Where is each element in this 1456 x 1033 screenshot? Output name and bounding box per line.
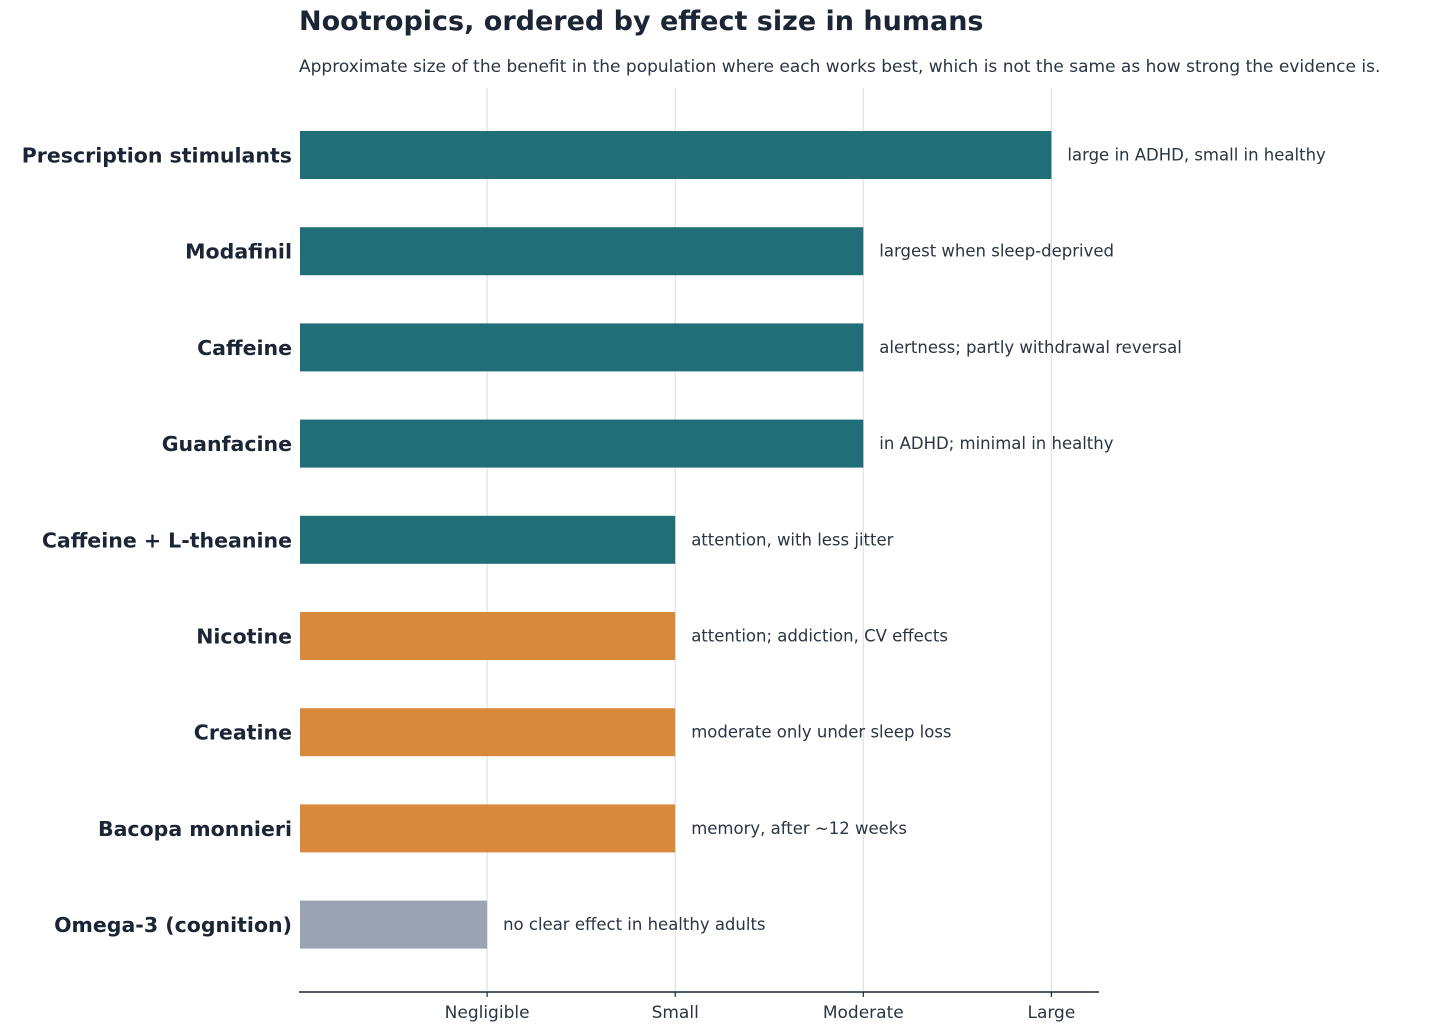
bar — [300, 708, 676, 757]
bars: Prescription stimulants large in ADHD, sm… — [22, 131, 1326, 949]
bar — [300, 900, 488, 949]
bar — [300, 515, 676, 564]
category-label: Modafinil — [185, 240, 292, 264]
category-label: Nicotine — [196, 625, 292, 649]
category-label: Caffeine + L-theanine — [42, 528, 292, 552]
category-label: Prescription stimulants — [22, 144, 292, 168]
bar-annotation: large in ADHD, small in healthy — [1067, 146, 1326, 165]
bar-annotation: no clear effect in healthy adults — [503, 915, 765, 934]
bar-annotation: attention; addiction, CV effects — [691, 627, 948, 646]
category-label: Omega-3 (cognition) — [54, 913, 292, 937]
bar — [300, 612, 676, 660]
bar-annotation: largest when sleep-deprived — [879, 242, 1114, 261]
chart-title: Nootropics, ordered by effect size in hu… — [299, 6, 984, 37]
bar — [300, 227, 864, 276]
bar-annotation: memory, after ~12 weeks — [691, 819, 907, 838]
bar — [300, 419, 864, 468]
bar — [300, 131, 1052, 179]
category-label: Creatine — [194, 721, 292, 745]
category-label: Guanfacine — [162, 432, 292, 456]
bar-annotation: in ADHD; minimal in healthy — [879, 434, 1113, 453]
bar-annotation: attention, with less jitter — [691, 530, 893, 549]
x-tick-label: Negligible — [445, 1003, 530, 1023]
x-tick-label: Large — [1027, 1003, 1075, 1023]
bar-annotation: moderate only under sleep loss — [691, 723, 951, 742]
category-label: Caffeine — [197, 336, 292, 360]
category-label: Bacopa monnieri — [98, 817, 292, 841]
chart-subtitle: Approximate size of the benefit in the p… — [299, 57, 1381, 77]
bar-annotation: alertness; partly withdrawal reversal — [879, 338, 1182, 357]
x-tick-label: Moderate — [823, 1003, 904, 1023]
x-tick-label: Small — [652, 1003, 699, 1023]
x-axis: Negligible Small Moderate Large — [299, 991, 1099, 1023]
bar — [300, 323, 864, 372]
bar — [300, 804, 676, 853]
